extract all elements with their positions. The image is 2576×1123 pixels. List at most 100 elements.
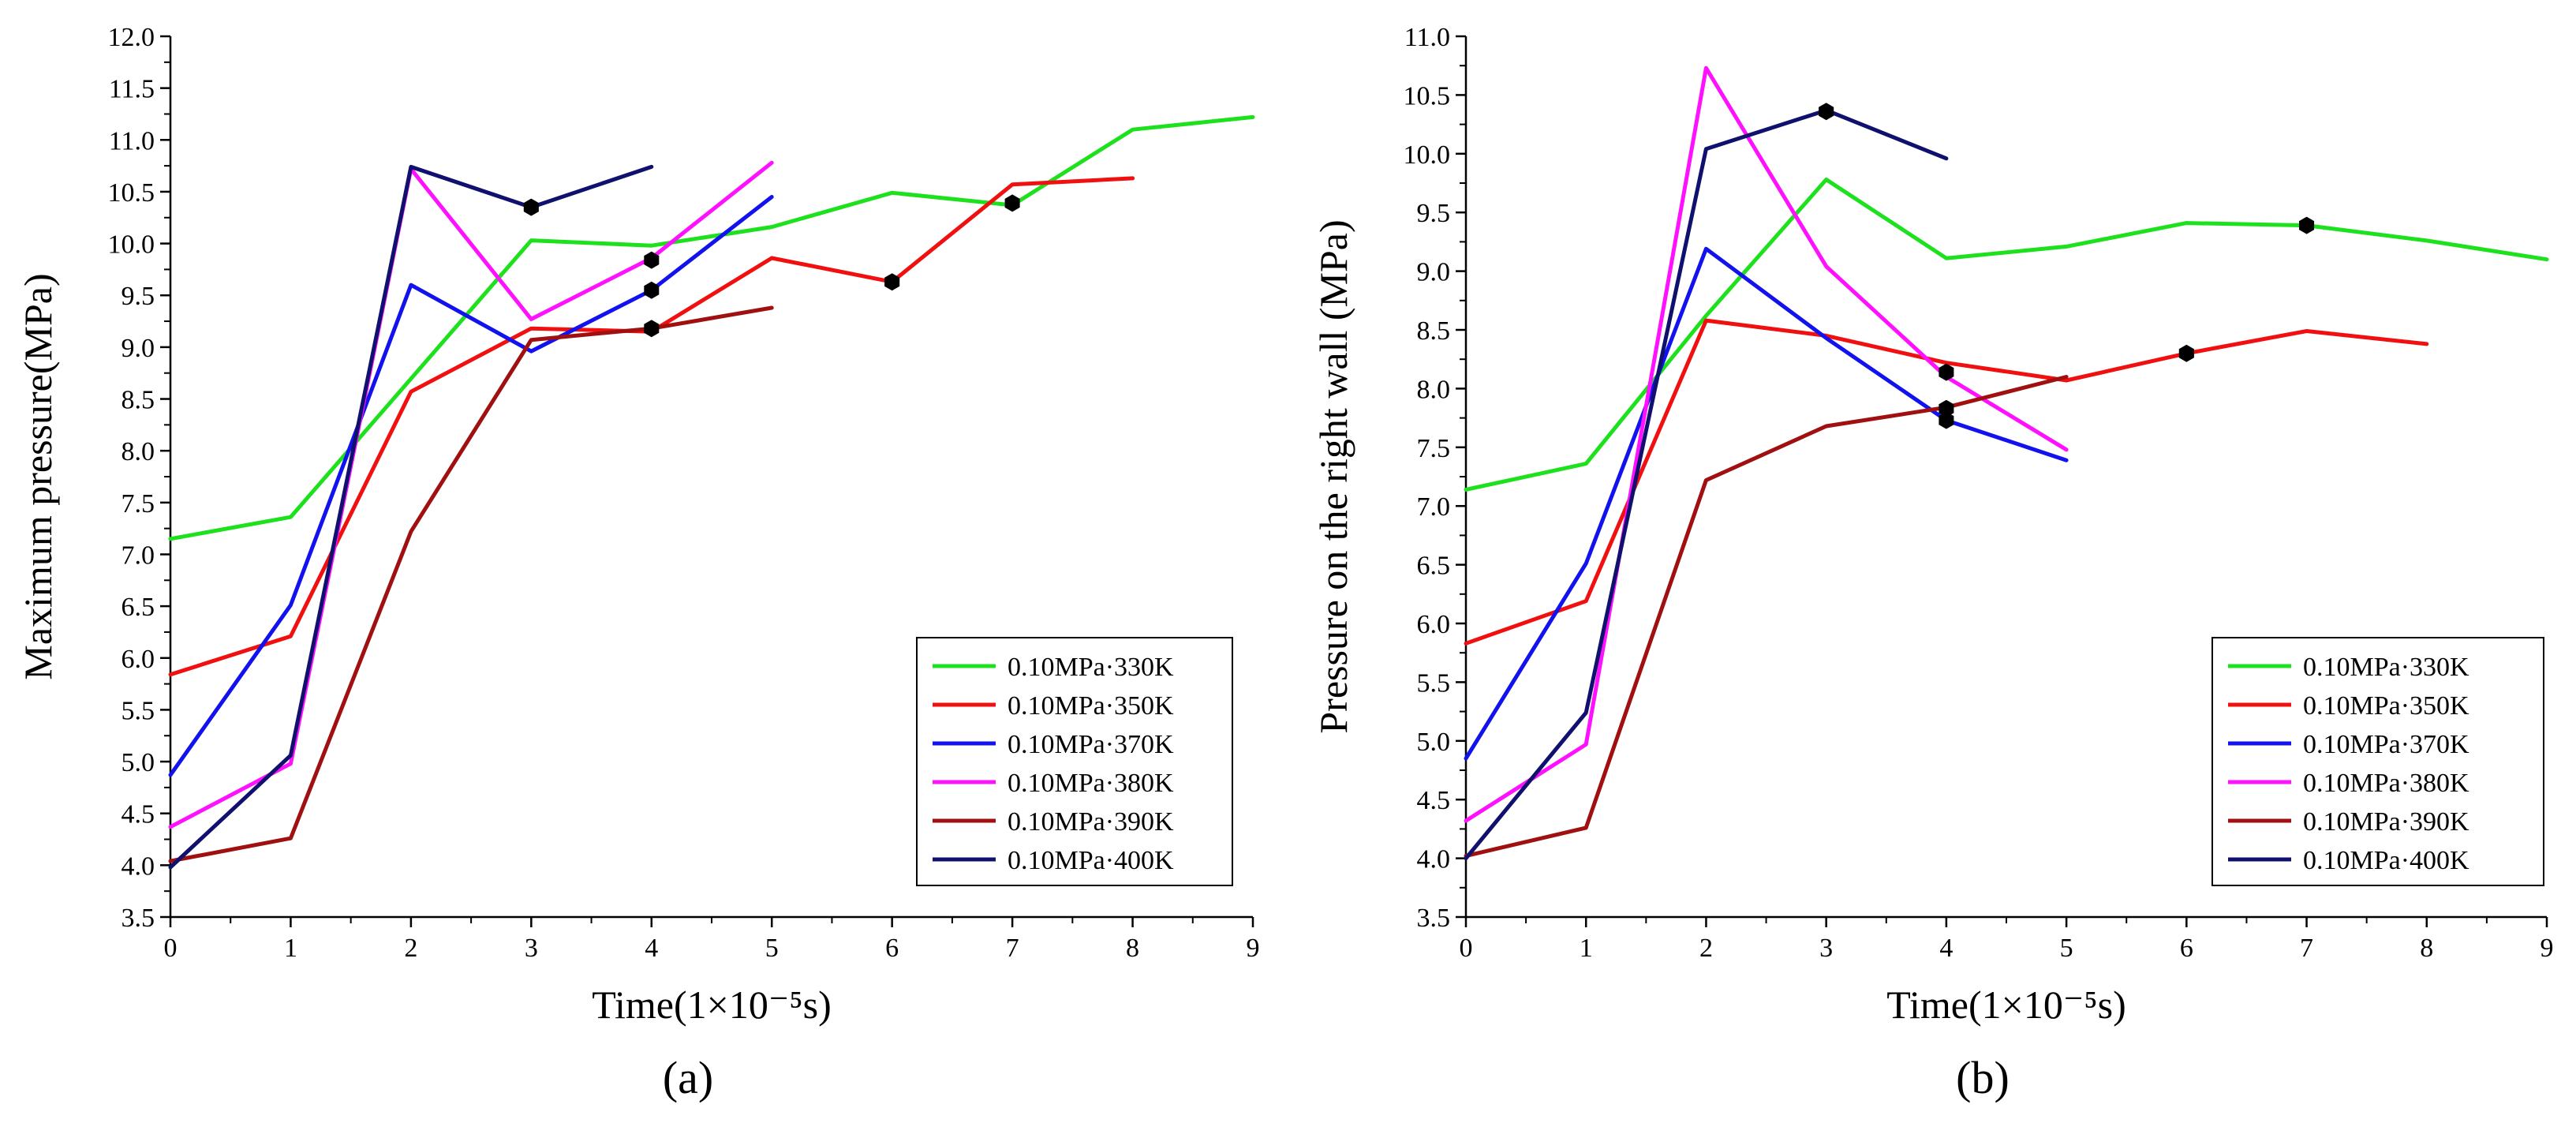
x-tick-label: 7: [1006, 934, 1019, 963]
series-line-5: [1464, 375, 2069, 859]
y-tick-label: 8.0: [1417, 375, 1451, 404]
y-tick-label: 9.5: [1417, 199, 1451, 228]
legend-label-3: 0.10MPa·370K: [1008, 730, 1174, 759]
x-tick-label: 4: [1939, 934, 1953, 963]
series-line-4: [1464, 66, 2069, 823]
data-marker: [2178, 344, 2194, 362]
y-tick-label: 8.5: [1417, 316, 1451, 346]
x-tick-label: 6: [885, 934, 899, 963]
x-tick-label: 3: [1819, 934, 1833, 963]
y-tick-label: 3.5: [122, 904, 155, 933]
legend-box: [2211, 637, 2544, 886]
x-tick-label: 5: [2060, 934, 2073, 963]
data-marker: [1939, 399, 1954, 417]
y-tick-label: 11.0: [109, 126, 155, 155]
y-tick-label: 9.0: [122, 334, 155, 363]
series-line-3: [168, 195, 774, 777]
data-marker: [523, 198, 539, 216]
y-tick-label: 3.5: [1417, 904, 1451, 933]
series-line-6: [1464, 108, 1949, 861]
legend-label-5: 0.10MPa·390K: [1008, 807, 1174, 837]
y-tick-label: 11.5: [109, 75, 155, 104]
y-tick-label: 5.0: [1417, 728, 1451, 757]
data-marker: [644, 251, 660, 269]
y-tick-label: 5.0: [122, 748, 155, 777]
series-line-1: [1464, 178, 2549, 492]
x-tick-label: 4: [645, 934, 658, 963]
x-tick-label: 1: [284, 934, 297, 963]
y-tick-label: 4.0: [1417, 845, 1451, 874]
data-marker: [644, 320, 660, 338]
y-tick-label: 9.5: [122, 282, 155, 311]
legend-label-2: 0.10MPa·350K: [2303, 691, 2469, 721]
chart-panel-b: 0 1 2 3 4 5 6 7 8 9 3.5 4.0 4.5 5.0 5.5 6.0 6.5 7.0 7.5 8.0…: [1311, 23, 2554, 1103]
legend-label-4: 0.10MPa·380K: [1008, 769, 1174, 798]
x-tick-label: 2: [404, 934, 417, 963]
series-line-3: [1464, 246, 2069, 761]
legend: 0.10MPa·330K 0.10MPa·350K 0.10MPa·370K 0.10…: [916, 637, 1233, 886]
y-tick-label: 8.0: [122, 437, 155, 466]
y-tick-label: 7.5: [1417, 434, 1451, 463]
legend: 0.10MPa·330K 0.10MPa·350K 0.10MPa·370K 0.10…: [2211, 637, 2544, 886]
panel-label: (b): [1956, 1052, 2010, 1103]
legend-label-1: 0.10MPa·330K: [1008, 653, 1174, 682]
x-tick-label: 5: [765, 934, 779, 963]
data-marker: [2299, 216, 2315, 234]
series-line-1: [168, 114, 1255, 541]
data-marker: [1939, 363, 1954, 381]
x-axis-title: Time(1×10⁻⁵s): [592, 983, 832, 1027]
y-tick-label: 7.0: [1417, 492, 1451, 522]
data-marker: [644, 281, 660, 299]
y-axis-title: Pressure on the right wall (MPa): [1311, 219, 1355, 733]
y-tick-label: 6.5: [1417, 552, 1451, 581]
series-line-6: [168, 164, 654, 870]
y-tick-label: 6.5: [122, 593, 155, 622]
x-tick-label: 2: [1699, 934, 1713, 963]
x-tick-label: 8: [2420, 934, 2433, 963]
legend-label-6: 0.10MPa·400K: [1008, 846, 1174, 875]
legend-label-4: 0.10MPa·380K: [2303, 769, 2469, 798]
data-marker: [1819, 103, 1834, 121]
legend-label-5: 0.10MPa·390K: [2303, 807, 2469, 837]
y-tick-label: 4.5: [122, 800, 155, 829]
x-tick-label: 8: [1126, 934, 1139, 963]
y-tick-label: 10.5: [108, 178, 155, 208]
y-tick-label: 12.0: [108, 23, 155, 52]
y-tick-label: 7.5: [122, 489, 155, 518]
x-tick-label: 6: [2180, 934, 2193, 963]
series-line-2: [1464, 318, 2429, 646]
x-axis-title: Time(1×10⁻⁵s): [1886, 983, 2126, 1027]
x-tick-label: 1: [1580, 934, 1593, 963]
chart-panel-a: 0 1 2 3 4 5 6 7 8 9 3.5 4.0 4.5 5.0 5.5 6.0 6.5 7.0 7.5 8.0…: [16, 23, 1260, 1103]
y-tick-label: 8.5: [122, 386, 155, 415]
data-marker: [1939, 411, 1954, 429]
y-tick-label: 6.0: [1417, 610, 1451, 639]
series-line-5: [168, 305, 774, 863]
y-tick-label: 10.5: [1404, 81, 1451, 110]
x-tick-label: 0: [164, 934, 178, 963]
legend-box: [916, 637, 1233, 886]
x-tick-label: 0: [1460, 934, 1473, 963]
legend-label-1: 0.10MPa·330K: [2303, 653, 2469, 682]
data-marker: [1004, 194, 1020, 212]
y-tick-label: 4.5: [1417, 786, 1451, 815]
y-tick-label: 4.0: [122, 852, 155, 881]
x-tick-label: 3: [525, 934, 538, 963]
y-tick-label: 10.0: [108, 230, 155, 260]
x-tick-label: 9: [1247, 934, 1260, 963]
legend-label-6: 0.10MPa·400K: [2303, 846, 2469, 875]
y-tick-label: 6.0: [122, 645, 155, 674]
y-tick-label: 5.5: [1417, 668, 1451, 698]
y-tick-label: 7.0: [122, 541, 155, 570]
data-marker: [884, 273, 900, 291]
legend-label-3: 0.10MPa·370K: [2303, 730, 2469, 759]
x-tick-label: 7: [2300, 934, 2313, 963]
y-tick-label: 9.0: [1417, 258, 1451, 287]
y-tick-label: 10.0: [1404, 140, 1451, 170]
x-tick-label: 9: [2540, 934, 2554, 963]
legend-label-2: 0.10MPa·350K: [1008, 691, 1174, 721]
y-tick-label: 11.0: [1404, 23, 1450, 52]
y-axis-title: Maximum pressure(MPa): [16, 273, 60, 679]
panel-label: (a): [663, 1052, 713, 1103]
